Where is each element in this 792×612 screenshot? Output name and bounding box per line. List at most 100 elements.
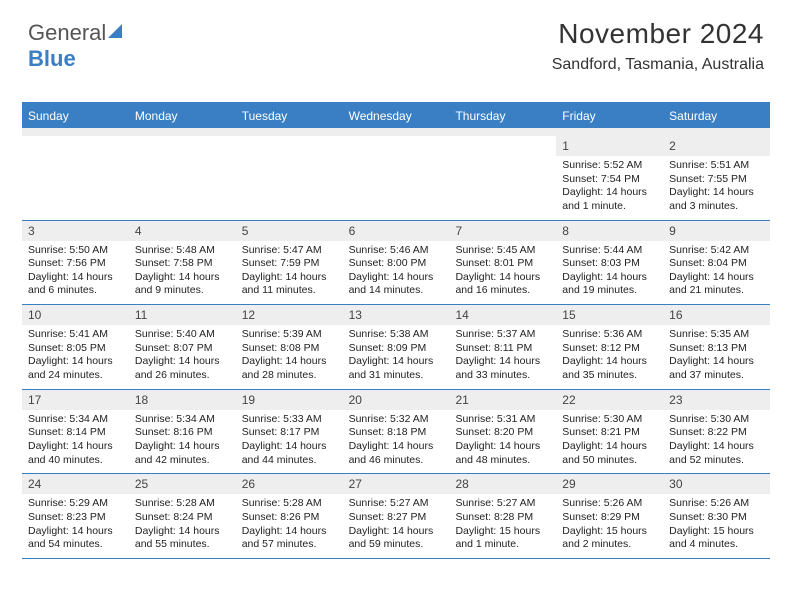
daylight-text: Daylight: 14 hours and 55 minutes. — [135, 525, 230, 552]
sunrise-text: Sunrise: 5:36 AM — [562, 328, 657, 342]
day-number: 14 — [449, 305, 556, 325]
sunset-text: Sunset: 8:28 PM — [455, 511, 550, 525]
sunrise-text: Sunrise: 5:42 AM — [669, 244, 764, 258]
sunrise-text: Sunrise: 5:39 AM — [242, 328, 337, 342]
calendar-body: 1Sunrise: 5:52 AMSunset: 7:54 PMDaylight… — [22, 136, 770, 559]
logo-triangle-icon — [108, 24, 122, 38]
sunset-text: Sunset: 8:27 PM — [349, 511, 444, 525]
sunrise-text: Sunrise: 5:35 AM — [669, 328, 764, 342]
sunset-text: Sunset: 8:05 PM — [28, 342, 123, 356]
sunset-text: Sunset: 8:23 PM — [28, 511, 123, 525]
calendar-day: 26Sunrise: 5:28 AMSunset: 8:26 PMDayligh… — [236, 474, 343, 558]
sunrise-text: Sunrise: 5:32 AM — [349, 413, 444, 427]
sunrise-text: Sunrise: 5:47 AM — [242, 244, 337, 258]
daylight-text: Daylight: 14 hours and 1 minute. — [562, 186, 657, 213]
page-title: November 2024 — [552, 18, 764, 50]
calendar-day: 16Sunrise: 5:35 AMSunset: 8:13 PMDayligh… — [663, 305, 770, 389]
calendar-day: 6Sunrise: 5:46 AMSunset: 8:00 PMDaylight… — [343, 221, 450, 305]
day-detail: Sunrise: 5:39 AMSunset: 8:08 PMDaylight:… — [236, 325, 343, 389]
sunset-text: Sunset: 8:18 PM — [349, 426, 444, 440]
calendar-header-row: Sunday Monday Tuesday Wednesday Thursday… — [22, 102, 770, 128]
day-number: 28 — [449, 474, 556, 494]
calendar-day: 25Sunrise: 5:28 AMSunset: 8:24 PMDayligh… — [129, 474, 236, 558]
day-header: Wednesday — [343, 104, 450, 128]
daylight-text: Daylight: 14 hours and 24 minutes. — [28, 355, 123, 382]
day-number: 12 — [236, 305, 343, 325]
day-header: Thursday — [449, 104, 556, 128]
sunset-text: Sunset: 8:13 PM — [669, 342, 764, 356]
sunset-text: Sunset: 8:04 PM — [669, 257, 764, 271]
sunrise-text: Sunrise: 5:44 AM — [562, 244, 657, 258]
day-number: 13 — [343, 305, 450, 325]
sunset-text: Sunset: 8:26 PM — [242, 511, 337, 525]
calendar-day: 2Sunrise: 5:51 AMSunset: 7:55 PMDaylight… — [663, 136, 770, 220]
calendar-day: 29Sunrise: 5:26 AMSunset: 8:29 PMDayligh… — [556, 474, 663, 558]
calendar-day — [22, 136, 129, 220]
calendar-week: 3Sunrise: 5:50 AMSunset: 7:56 PMDaylight… — [22, 221, 770, 306]
sunset-text: Sunset: 8:00 PM — [349, 257, 444, 271]
calendar-day: 4Sunrise: 5:48 AMSunset: 7:58 PMDaylight… — [129, 221, 236, 305]
day-number: 24 — [22, 474, 129, 494]
day-detail: Sunrise: 5:41 AMSunset: 8:05 PMDaylight:… — [22, 325, 129, 389]
sunset-text: Sunset: 7:55 PM — [669, 173, 764, 187]
daylight-text: Daylight: 14 hours and 31 minutes. — [349, 355, 444, 382]
day-detail: Sunrise: 5:28 AMSunset: 8:26 PMDaylight:… — [236, 494, 343, 558]
sunrise-text: Sunrise: 5:33 AM — [242, 413, 337, 427]
sunrise-text: Sunrise: 5:26 AM — [562, 497, 657, 511]
day-number: 17 — [22, 390, 129, 410]
calendar-day: 8Sunrise: 5:44 AMSunset: 8:03 PMDaylight… — [556, 221, 663, 305]
calendar-day: 11Sunrise: 5:40 AMSunset: 8:07 PMDayligh… — [129, 305, 236, 389]
day-number: 30 — [663, 474, 770, 494]
sunset-text: Sunset: 8:17 PM — [242, 426, 337, 440]
logo: General Blue — [28, 20, 122, 72]
daylight-text: Daylight: 14 hours and 48 minutes. — [455, 440, 550, 467]
daylight-text: Daylight: 14 hours and 26 minutes. — [135, 355, 230, 382]
sunrise-text: Sunrise: 5:45 AM — [455, 244, 550, 258]
day-number: 22 — [556, 390, 663, 410]
daylight-text: Daylight: 14 hours and 42 minutes. — [135, 440, 230, 467]
spacer — [22, 128, 770, 136]
sunset-text: Sunset: 8:03 PM — [562, 257, 657, 271]
day-number: 10 — [22, 305, 129, 325]
daylight-text: Daylight: 14 hours and 44 minutes. — [242, 440, 337, 467]
day-number: 11 — [129, 305, 236, 325]
daylight-text: Daylight: 14 hours and 57 minutes. — [242, 525, 337, 552]
sunset-text: Sunset: 8:21 PM — [562, 426, 657, 440]
calendar-week: 1Sunrise: 5:52 AMSunset: 7:54 PMDaylight… — [22, 136, 770, 221]
day-detail: Sunrise: 5:51 AMSunset: 7:55 PMDaylight:… — [663, 156, 770, 220]
day-number: 29 — [556, 474, 663, 494]
day-detail: Sunrise: 5:28 AMSunset: 8:24 PMDaylight:… — [129, 494, 236, 558]
calendar-week: 24 Sunrise: 5:29 AMSunset: 8:23 PM Dayligh… — [22, 474, 770, 559]
sunset-text: Sunset: 8:07 PM — [135, 342, 230, 356]
calendar-day: 28Sunrise: 5:27 AMSunset: 8:28 PMDayligh… — [449, 474, 556, 558]
day-detail: Sunrise: 5:50 AMSunset: 7:56 PMDaylight:… — [22, 241, 129, 305]
day-number: 4 — [129, 221, 236, 241]
day-number: 3 — [22, 221, 129, 241]
day-detail: Sunrise: 5:26 AMSunset: 8:30 PMDaylight:… — [663, 494, 770, 558]
sunset-text: Sunset: 8:29 PM — [562, 511, 657, 525]
day-detail: Sunrise: 5:32 AMSunset: 8:18 PMDaylight:… — [343, 410, 450, 474]
calendar-day: 15Sunrise: 5:36 AMSunset: 8:12 PMDayligh… — [556, 305, 663, 389]
calendar-week: 10Sunrise: 5:41 AMSunset: 8:05 PMDayligh… — [22, 305, 770, 390]
sunrise-text: Sunrise: 5:38 AM — [349, 328, 444, 342]
day-detail: Sunrise: 5:31 AMSunset: 8:20 PMDaylight:… — [449, 410, 556, 474]
sunset-text: Sunset: 8:11 PM — [455, 342, 550, 356]
sunrise-text: Sunrise: 5:29 AM — [28, 497, 123, 511]
sunset-text: Sunset: 8:14 PM — [28, 426, 123, 440]
calendar-day: 19Sunrise: 5:33 AMSunset: 8:17 PMDayligh… — [236, 390, 343, 474]
daylight-text: Daylight: 14 hours and 11 minutes. — [242, 271, 337, 298]
calendar-day: 3Sunrise: 5:50 AMSunset: 7:56 PMDaylight… — [22, 221, 129, 305]
sunrise-text: Sunrise: 5:27 AM — [455, 497, 550, 511]
daylight-text: Daylight: 14 hours and 16 minutes. — [455, 271, 550, 298]
sunset-text: Sunset: 8:24 PM — [135, 511, 230, 525]
sunrise-text: Sunrise: 5:31 AM — [455, 413, 550, 427]
day-detail: Sunrise: 5:30 AMSunset: 8:21 PMDaylight:… — [556, 410, 663, 474]
daylight-text: Daylight: 14 hours and 14 minutes. — [349, 271, 444, 298]
sunset-text: Sunset: 7:59 PM — [242, 257, 337, 271]
day-number: 5 — [236, 221, 343, 241]
sunset-text: Sunset: 8:12 PM — [562, 342, 657, 356]
title-block: November 2024 Sandford, Tasmania, Austra… — [552, 18, 764, 74]
day-detail: Sunrise: 5:34 AMSunset: 8:16 PMDaylight:… — [129, 410, 236, 474]
day-detail: Sunrise: 5:44 AMSunset: 8:03 PMDaylight:… — [556, 241, 663, 305]
calendar: Sunday Monday Tuesday Wednesday Thursday… — [22, 102, 770, 559]
